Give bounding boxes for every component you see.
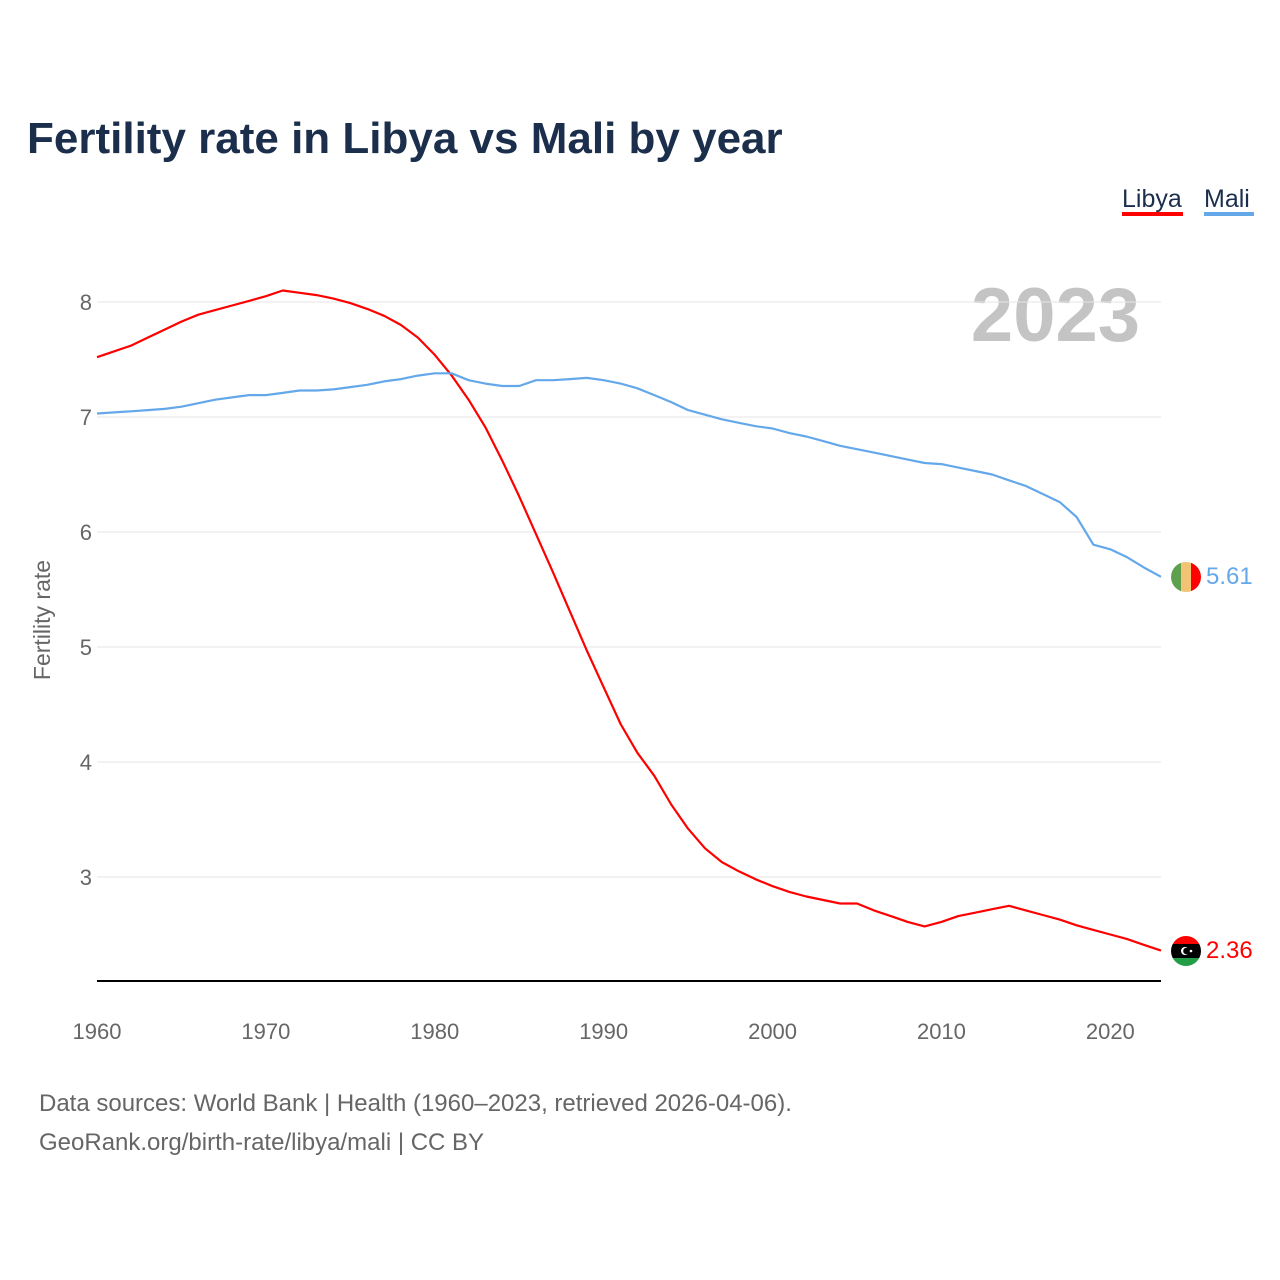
y-tick-label: 7 (80, 405, 92, 430)
footer-link[interactable]: GeoRank.org/birth-rate/libya/mali | CC B… (39, 1129, 484, 1156)
y-axis-label: Fertility rate (29, 560, 55, 680)
series-line-mali (96, 372, 1162, 578)
legend-label-mali[interactable]: Mali (1204, 185, 1250, 213)
legend-item-libya[interactable]: Libya (1122, 185, 1183, 216)
year-watermark: 2023 (971, 273, 1140, 358)
legend-label-libya[interactable]: Libya (1122, 185, 1182, 213)
legend-swatch-mali (1204, 212, 1254, 216)
end-label-libya: 2.36 (1206, 937, 1253, 964)
y-tick-label: 8 (80, 290, 92, 315)
end-label-mali: 5.61 (1206, 563, 1253, 590)
y-tick-label: 3 (80, 865, 92, 890)
x-tick-label: 2000 (748, 1019, 797, 1044)
flag-mali-icon (1171, 562, 1201, 592)
x-tick-label: 2020 (1086, 1019, 1135, 1044)
x-tick-label: 1980 (410, 1019, 459, 1044)
x-tick-label: 2010 (917, 1019, 966, 1044)
x-tick-label: 1990 (579, 1019, 628, 1044)
footer-source: Data sources: World Bank | Health (1960–… (39, 1090, 792, 1117)
y-tick-label: 6 (80, 520, 92, 545)
x-tick-label: 1960 (73, 1019, 122, 1044)
series-line-libya (96, 289, 1162, 952)
legend-item-mali[interactable]: Mali (1204, 185, 1254, 216)
y-tick-label: 4 (80, 750, 92, 775)
chart-title: Fertility rate in Libya vs Mali by year (27, 114, 783, 163)
x-tick-label: 1970 (241, 1019, 290, 1044)
legend-swatch-libya (1122, 212, 1183, 216)
legend: Libya Mali (1122, 185, 1254, 216)
y-tick-label: 5 (80, 635, 92, 660)
flag-libya-icon (1171, 936, 1201, 966)
